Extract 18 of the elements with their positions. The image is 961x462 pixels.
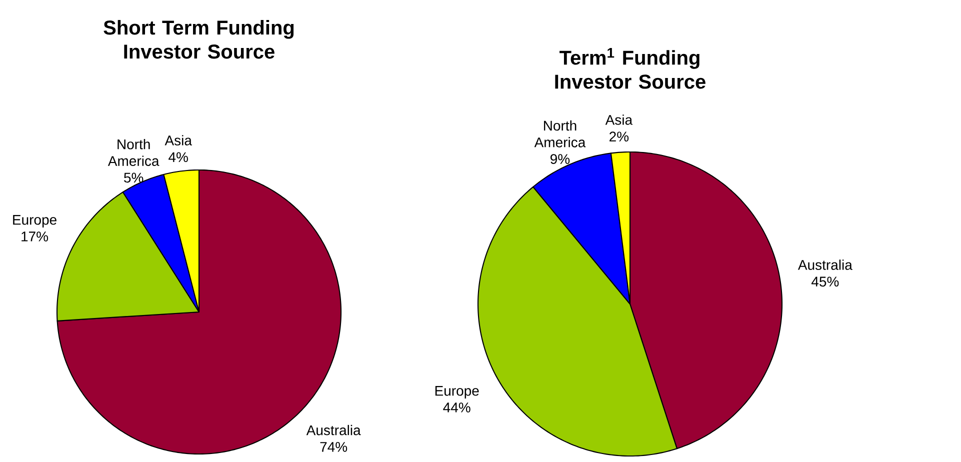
- data-label: 44%: [443, 402, 470, 412]
- slice-label: Europe: [13, 215, 56, 228]
- slice-label: Australia: [798, 260, 852, 270]
- slice-label: Asia: [605, 114, 633, 125]
- data-label: 74%: [320, 442, 348, 452]
- data-label: 5%: [124, 172, 144, 183]
- slice-label: Australia: [306, 424, 361, 436]
- chart-title: Term$^{1}$ Funding Investor Source: [555, 48, 706, 89]
- slice-label: Asia: [164, 135, 192, 146]
- data-label: 2%: [610, 132, 629, 142]
- slice-label: North America: [534, 120, 586, 148]
- slice-label: Europe: [435, 386, 479, 399]
- data-label: 45%: [811, 276, 839, 287]
- data-label: 4%: [168, 152, 188, 162]
- slice-label: North America: [108, 139, 160, 166]
- data-label: 17%: [22, 232, 48, 242]
- chart-title: Short Term Funding Investor Source: [104, 20, 294, 59]
- data-label: 9%: [550, 154, 570, 164]
